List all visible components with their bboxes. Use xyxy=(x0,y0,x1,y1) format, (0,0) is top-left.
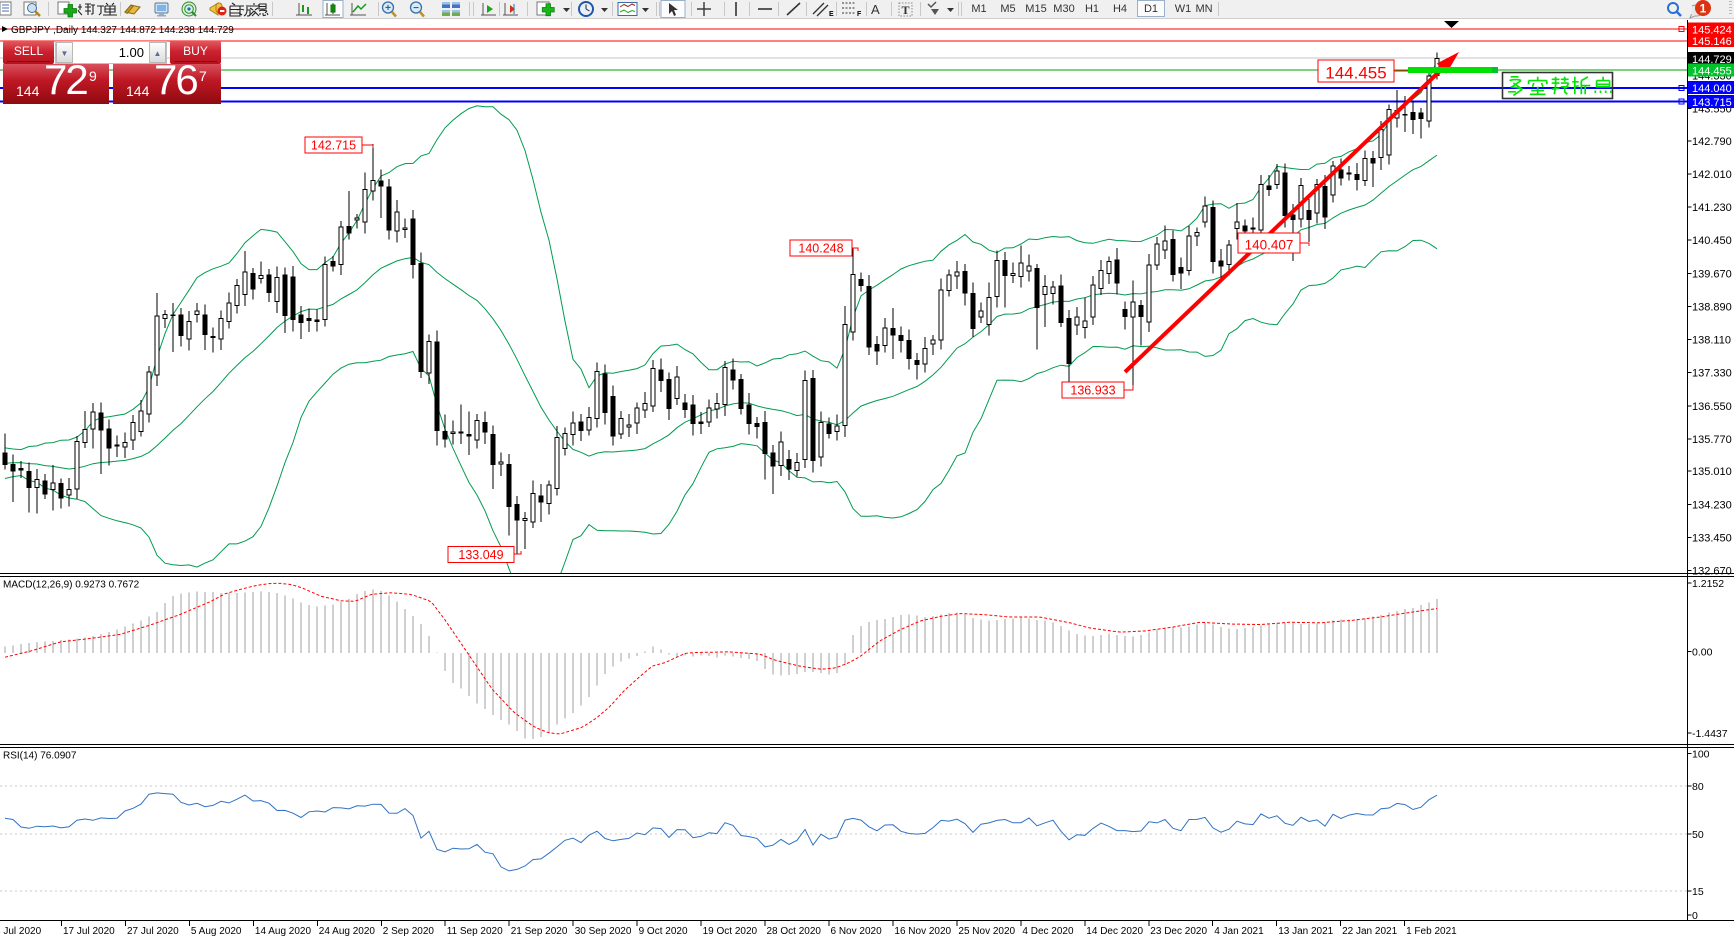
svg-text:133.450: 133.450 xyxy=(1692,532,1732,544)
svg-text:100: 100 xyxy=(1692,749,1710,761)
svg-text:138.110: 138.110 xyxy=(1692,335,1731,347)
svg-text:140.248: 140.248 xyxy=(798,242,843,256)
svg-text:RSI(14) 76.0907: RSI(14) 76.0907 xyxy=(3,751,77,762)
svg-text:1.2152: 1.2152 xyxy=(1692,578,1724,590)
svg-text:30 Sep 2020: 30 Sep 2020 xyxy=(575,926,632,937)
svg-text:140.450: 140.450 xyxy=(1692,235,1732,247)
svg-text:25 Nov 2020: 25 Nov 2020 xyxy=(958,926,1015,937)
svg-text:27 Jul 2020: 27 Jul 2020 xyxy=(127,926,179,937)
svg-text:139.670: 139.670 xyxy=(1692,268,1732,280)
svg-text:5 Aug 2020: 5 Aug 2020 xyxy=(191,926,242,937)
svg-text:142.790: 142.790 xyxy=(1692,136,1732,148)
svg-text:132.670: 132.670 xyxy=(1692,566,1732,578)
svg-text:144.040: 144.040 xyxy=(1692,83,1732,95)
svg-text:13 Jan 2021: 13 Jan 2021 xyxy=(1278,926,1333,937)
svg-text:28 Oct 2020: 28 Oct 2020 xyxy=(767,926,822,937)
svg-text:-1.4437: -1.4437 xyxy=(1692,728,1728,740)
svg-text:143.715: 143.715 xyxy=(1692,97,1732,109)
svg-text:19 Oct 2020: 19 Oct 2020 xyxy=(703,926,758,937)
svg-text:4 Dec 2020: 4 Dec 2020 xyxy=(1022,926,1074,937)
svg-text:2 Sep 2020: 2 Sep 2020 xyxy=(383,926,435,937)
svg-text:+: + xyxy=(385,3,391,14)
svg-text:50: 50 xyxy=(1692,829,1704,841)
svg-text:141.230: 141.230 xyxy=(1692,202,1732,214)
svg-text:0.00: 0.00 xyxy=(1692,647,1713,659)
svg-text:17 Jul 2020: 17 Jul 2020 xyxy=(63,926,115,937)
svg-text:137.330: 137.330 xyxy=(1692,368,1732,380)
svg-text:142.010: 142.010 xyxy=(1692,169,1732,181)
svg-text:11 Sep 2020: 11 Sep 2020 xyxy=(447,926,503,937)
svg-text:MACD(12,26,9) 0.9273 0.7672: MACD(12,26,9) 0.9273 0.7672 xyxy=(3,580,140,591)
svg-text:144.455: 144.455 xyxy=(1692,66,1732,78)
svg-text:22 Jan 2021: 22 Jan 2021 xyxy=(1342,926,1397,937)
svg-text:A: A xyxy=(871,2,880,17)
svg-text:23 Dec 2020: 23 Dec 2020 xyxy=(1150,926,1207,937)
svg-text:145.424: 145.424 xyxy=(1692,24,1732,36)
svg-text:135.770: 135.770 xyxy=(1692,434,1732,446)
svg-text:144.729: 144.729 xyxy=(1692,54,1732,66)
svg-text:16 Nov 2020: 16 Nov 2020 xyxy=(894,926,951,937)
svg-text:144.455: 144.455 xyxy=(1325,64,1386,83)
svg-text:1 Feb 2021: 1 Feb 2021 xyxy=(1406,926,1457,937)
svg-text:135.010: 135.010 xyxy=(1692,466,1732,478)
svg-text:14 Dec 2020: 14 Dec 2020 xyxy=(1086,926,1143,937)
svg-text:21 Sep 2020: 21 Sep 2020 xyxy=(511,926,568,937)
svg-text:0: 0 xyxy=(1692,910,1698,922)
svg-text:GBPJPY ,Daily 144.327 144.872: GBPJPY ,Daily 144.327 144.872 144.238 14… xyxy=(11,25,234,36)
svg-text:24 Aug 2020: 24 Aug 2020 xyxy=(319,926,376,937)
svg-text:9 Oct 2020: 9 Oct 2020 xyxy=(639,926,688,937)
svg-text:133.049: 133.049 xyxy=(458,548,503,562)
svg-text:138.890: 138.890 xyxy=(1692,301,1732,313)
svg-text:142.715: 142.715 xyxy=(311,139,356,153)
svg-text:80: 80 xyxy=(1692,781,1704,793)
svg-text:145.146: 145.146 xyxy=(1692,36,1732,48)
svg-text:15: 15 xyxy=(1692,886,1704,898)
svg-text:−: − xyxy=(413,3,419,14)
svg-text:136.933: 136.933 xyxy=(1070,384,1115,398)
svg-text:8 Jul 2020: 8 Jul 2020 xyxy=(0,926,42,937)
svg-text:T: T xyxy=(902,3,910,17)
svg-text:E: E xyxy=(829,11,834,18)
svg-text:140.407: 140.407 xyxy=(1245,238,1294,253)
svg-text:F: F xyxy=(857,11,862,18)
svg-text:6 Nov 2020: 6 Nov 2020 xyxy=(831,926,883,937)
svg-text:4 Jan 2021: 4 Jan 2021 xyxy=(1214,926,1264,937)
svg-text:134.230: 134.230 xyxy=(1692,499,1732,511)
svg-text:1: 1 xyxy=(1700,2,1707,16)
svg-text:136.550: 136.550 xyxy=(1692,401,1732,413)
svg-text:14 Aug 2020: 14 Aug 2020 xyxy=(255,926,312,937)
